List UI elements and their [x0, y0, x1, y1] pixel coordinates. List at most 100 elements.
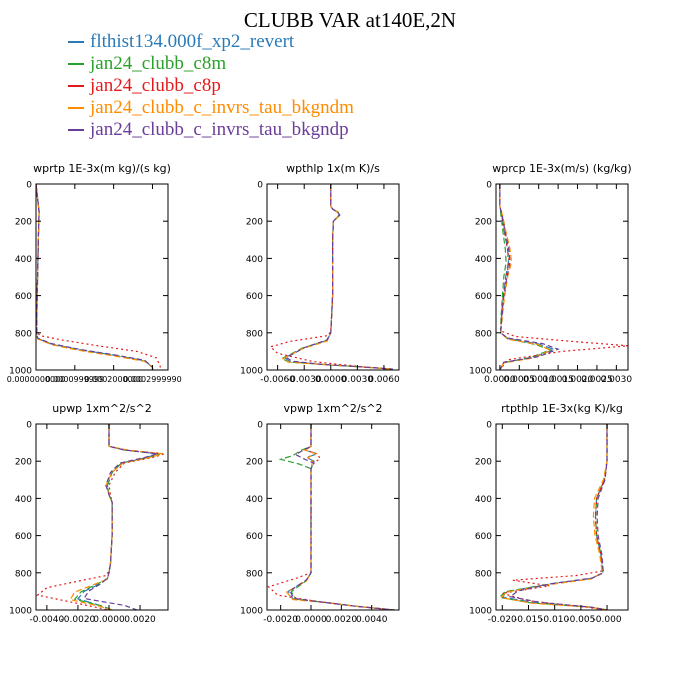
x-tick-label: 0.0030 — [601, 375, 633, 385]
y-tick-label: 200 — [246, 218, 263, 228]
x-tick-label: 0.0015 — [542, 375, 574, 385]
legend-item: flthist134.000f_xp2_revert — [68, 31, 354, 53]
y-tick-label: 0 — [26, 181, 32, 191]
series-line — [36, 184, 154, 370]
x-tick-label: -0.000 — [593, 615, 622, 625]
series-line — [36, 184, 154, 370]
y-tick-label: 400 — [475, 495, 492, 505]
y-tick-label: 200 — [15, 218, 32, 228]
panel-title: rtpthlp 1E-3x(kg K)/kg — [501, 402, 623, 415]
y-tick-label: 600 — [246, 292, 263, 302]
plot-frame — [35, 423, 169, 611]
x-tick-label: -0.0060 — [260, 375, 295, 385]
legend-label: flthist134.000f_xp2_revert — [90, 31, 295, 52]
series-group — [498, 424, 608, 610]
y-tick-label: 800 — [246, 569, 263, 579]
x-tick-label: 0.0030 — [342, 375, 374, 385]
legend-swatch — [68, 41, 84, 43]
legend-item: jan24_clubb_c_invrs_tau_bkgndm — [68, 97, 354, 119]
y-tick-label: 0 — [26, 421, 32, 431]
x-tick-label: -0.0020 — [61, 615, 96, 625]
series-line — [267, 424, 395, 610]
series-line — [501, 424, 608, 610]
series-line — [498, 424, 608, 610]
series-line — [36, 184, 161, 370]
series-line — [499, 184, 628, 370]
series-line — [499, 424, 608, 610]
y-tick-label: 0 — [486, 181, 492, 191]
x-tick-label: -0.010 — [540, 615, 569, 625]
panel-title: wprcp 1E-3x(m/s) (kg/kg) — [492, 162, 631, 175]
x-tick-label: 0.0020 — [562, 375, 594, 385]
plot-frame — [266, 183, 400, 371]
y-tick-label: 800 — [15, 329, 32, 339]
y-tick-label: 800 — [246, 329, 263, 339]
y-tick-label: 400 — [15, 495, 32, 505]
y-tick-label: 1000 — [469, 367, 492, 377]
chart-panel: wprcp 1E-3x(m/s) (kg/kg)0 200 400 600 800 100… — [469, 162, 632, 385]
series-group — [499, 184, 628, 370]
legend-label: jan24_clubb_c_invrs_tau_bkgndm — [90, 97, 354, 118]
chart-panel: wpthlp 1x(m K)/s 0 200 400 600 800 1000-0.0060… — [240, 162, 400, 385]
series-group — [36, 424, 166, 610]
x-tick-label: 0.0010 — [523, 375, 555, 385]
chart-panel: wprtp 1E-3x(m kg)/(s kg)0 200 400 600 800 100… — [7, 162, 182, 384]
figure-title: CLUBB VAR at140E,2N — [243, 8, 457, 32]
x-tick-label: 0.0060 — [368, 375, 400, 385]
y-tick-label: 200 — [246, 458, 263, 468]
x-tick-label: -0.0040 — [29, 615, 64, 625]
y-tick-label: 0 — [257, 181, 263, 191]
y-tick-label: 400 — [475, 255, 492, 265]
y-tick-label: 0 — [257, 421, 263, 431]
panel-title: vpwp 1xm^2/s^2 — [283, 402, 382, 415]
plot-frame — [495, 423, 629, 611]
y-tick-label: 200 — [475, 218, 492, 228]
series-line — [508, 424, 608, 610]
series-line — [502, 424, 608, 610]
series-line — [285, 424, 395, 610]
y-tick-label: 1000 — [469, 607, 492, 617]
legend-swatch — [68, 107, 84, 109]
legend-swatch — [68, 85, 84, 87]
series-group — [269, 184, 393, 370]
y-tick-label: 1000 — [240, 607, 263, 617]
series-group — [267, 424, 395, 610]
legend-item: jan24_clubb_c8m — [68, 53, 354, 75]
legend-swatch — [68, 63, 84, 65]
y-tick-label: 600 — [15, 292, 32, 302]
plot-frame — [495, 183, 629, 371]
chart-panel: rtpthlp 1E-3x(kg K)/kg02004006008001000-… — [469, 402, 629, 625]
x-tick-label: 0.0000 — [295, 615, 327, 625]
series-line — [69, 424, 164, 610]
y-tick-label: 800 — [15, 569, 32, 579]
x-tick-label: 0.0040 — [356, 615, 388, 625]
y-tick-label: 400 — [246, 495, 263, 505]
y-tick-label: 200 — [475, 458, 492, 468]
y-tick-label: 600 — [475, 292, 492, 302]
y-tick-label: 600 — [475, 532, 492, 542]
y-tick-label: 1000 — [9, 607, 32, 617]
series-line — [269, 184, 393, 370]
series-line — [278, 424, 395, 610]
x-tick-label: -0.0030 — [287, 375, 322, 385]
series-group — [36, 184, 161, 370]
chart-panel: vpwp 1xm^2/s^202004006008001000-0.00200.… — [240, 402, 400, 625]
chart-panel: upwp 1xm^2/s^2 0 200 400 600 800 1000-0.0040-0… — [9, 402, 169, 625]
legend-swatch — [68, 129, 84, 131]
series-line — [499, 184, 560, 370]
plot-frame — [35, 183, 169, 371]
series-line — [36, 184, 154, 370]
legend: flthist134.000f_xp2_revert jan24_clubb_c… — [68, 31, 354, 141]
series-line — [499, 184, 553, 370]
y-tick-label: 600 — [246, 532, 263, 542]
legend-label: jan24_clubb_c_invrs_tau_bkgndp — [90, 119, 349, 140]
x-tick-label: 0.0000 — [484, 375, 516, 385]
legend-item: jan24_clubb_c8p — [68, 75, 354, 97]
legend-label: jan24_clubb_c8m — [90, 53, 227, 74]
legend-label: jan24_clubb_c8p — [90, 75, 221, 96]
y-tick-label: 600 — [15, 532, 32, 542]
series-line — [83, 424, 158, 610]
x-tick-label: -0.015 — [514, 615, 543, 625]
x-tick-label: 0.0005 — [504, 375, 536, 385]
